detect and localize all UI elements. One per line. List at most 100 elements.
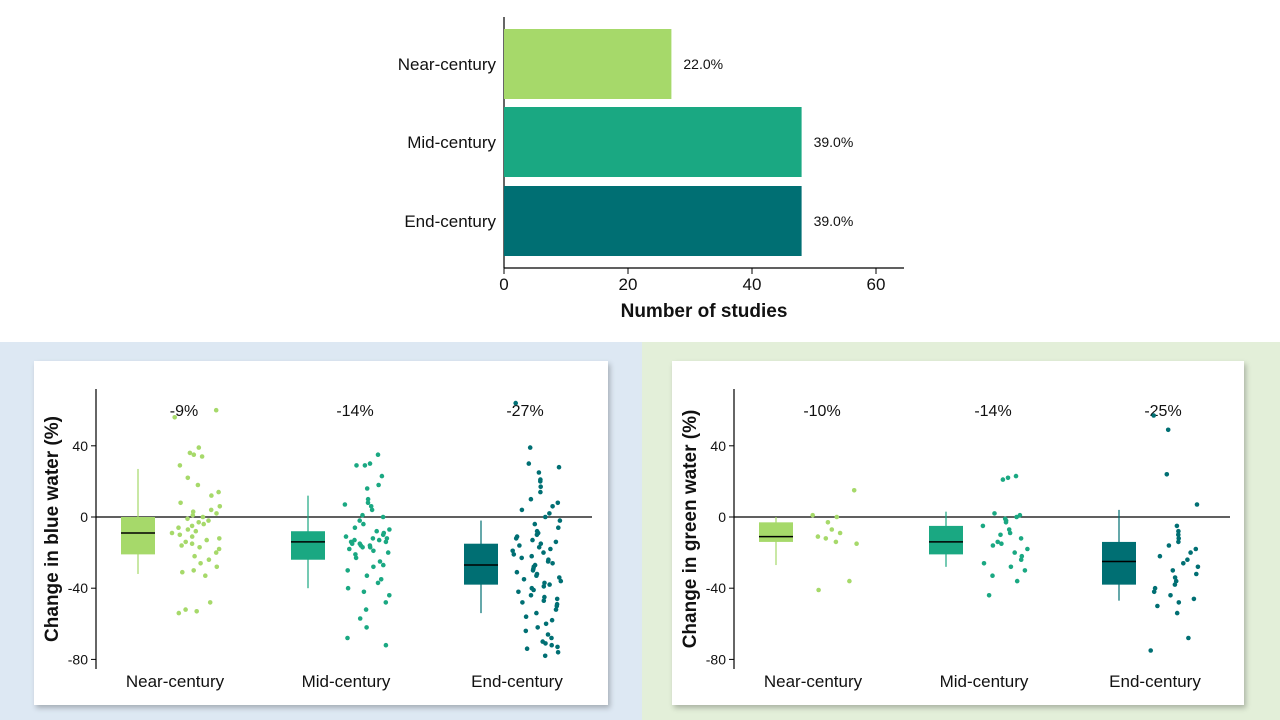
data-point [553,607,559,612]
data-point [1176,532,1181,538]
data-point [193,528,199,534]
category-label: End-century [404,212,496,231]
data-point [364,486,370,491]
green-water-card: -80 -40 0 40 Change in green water (%) -10% Ne… [672,361,1244,705]
data-point [176,610,182,616]
data-point [207,600,213,605]
data-point [1155,603,1160,609]
data-point [541,598,547,603]
data-point [517,543,522,548]
y-axis-title: Change in blue water (%) [42,416,63,642]
box-near-century [759,522,793,542]
data-point [558,578,564,584]
data-point [523,614,529,619]
data-point [536,545,542,550]
data-point [198,561,203,566]
data-point [214,564,220,570]
data-point [387,593,392,598]
category-label: Near-century [126,672,225,691]
data-point [510,548,515,554]
data-point [367,461,373,466]
data-point [387,527,392,532]
data-point [345,635,350,641]
data-point [1022,568,1028,573]
data-point [383,642,389,648]
category-label: Mid-century [407,133,496,152]
category-label: Mid-century [940,672,1029,691]
data-point [370,536,376,541]
data-point [206,518,211,523]
x-tick-label: 20 [619,275,638,294]
y-tick-label: 0 [718,509,726,525]
x-axis-title: Number of studies [621,301,788,322]
data-point [1194,502,1200,507]
data-point [194,609,199,614]
data-point [854,541,859,546]
data-point [216,489,221,495]
median-percent-label: -10% [803,403,840,420]
category-label: Near-century [764,672,863,691]
data-point [195,482,201,488]
data-point [349,541,355,546]
y-tick-label: -40 [706,580,726,596]
data-point [545,632,551,637]
data-point [217,536,222,541]
data-point [1172,582,1178,587]
data-point [191,568,196,573]
data-point [216,546,222,552]
data-point [516,589,521,595]
category-label: Near-century [398,55,497,74]
data-point [520,600,525,605]
data-point [178,500,183,506]
data-point [183,607,188,612]
data-point [530,537,535,543]
data-point [376,537,382,543]
data-point [352,525,358,530]
data-point [191,452,197,457]
data-point [1014,514,1019,520]
data-point [185,527,191,532]
data-point [519,555,524,561]
data-point [530,568,536,573]
data-point [829,527,835,532]
studies-bar-chart: Near-century 22.0% Mid-century 39.0% End-cen… [398,17,904,322]
data-point [375,580,381,586]
data-point [357,518,363,523]
data-point [185,475,191,481]
box-end-century [1102,541,1136,585]
y-tick-label: -80 [706,651,726,667]
data-point [992,511,997,516]
data-point [810,512,815,518]
data-point [519,507,525,513]
data-point [981,561,987,566]
data-point [980,523,986,529]
data-point [524,646,530,651]
data-point [1148,648,1153,653]
data-point [556,525,561,530]
data-point [538,479,543,484]
data-point [534,610,539,616]
y-tick-label: 0 [80,509,88,525]
data-point [1018,557,1024,562]
data-point [543,641,548,646]
data-point [536,470,542,475]
data-point [555,650,561,655]
data-point [547,582,552,587]
data-point [557,575,562,580]
data-point [177,463,183,468]
data-point [1193,546,1199,552]
data-point [1188,550,1193,555]
data-point [1013,473,1019,479]
data-point [383,600,389,605]
data-point [1012,550,1017,555]
data-point [203,573,208,578]
data-point [213,550,219,555]
data-point [213,407,219,413]
data-point [183,539,188,545]
data-point [523,628,529,634]
data-point [368,504,374,509]
data-point [999,541,1004,546]
data-point [990,573,995,578]
category-label: End-century [1109,672,1201,691]
data-point [553,539,559,545]
